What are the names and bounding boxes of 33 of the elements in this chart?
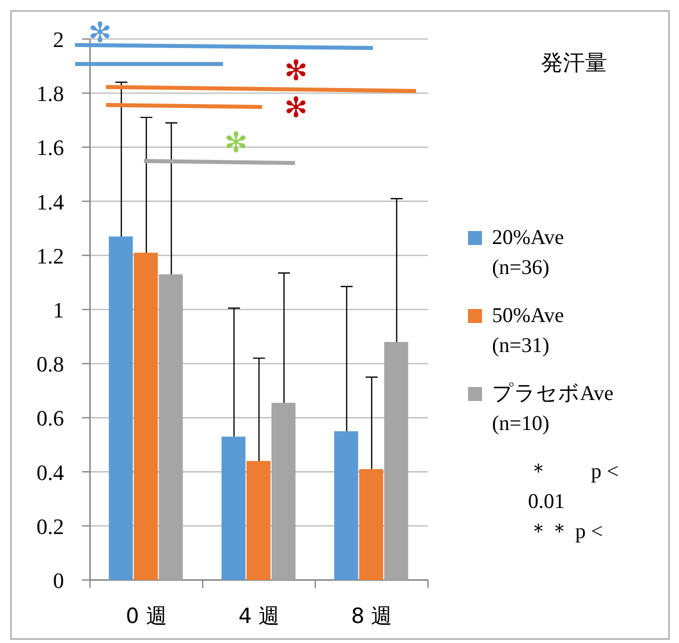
y-tick-label: 1.6 (36, 135, 64, 160)
bar (272, 402, 296, 580)
legend-label: 20%Ave (n=36) (492, 225, 564, 279)
legend-label: 50%Ave (n=31) (492, 303, 564, 357)
y-tick-label: 1 (53, 298, 64, 322)
annotation: ✻ (224, 126, 248, 159)
y-tick-label: 0.8 (36, 352, 64, 377)
y-tick-label: 2 (53, 27, 64, 52)
annotation: ✻ (284, 54, 308, 87)
y-tick-label: 1.4 (36, 189, 64, 214)
x-tick-label: 0 週 (126, 604, 167, 628)
x-tick-label: 8 週 (351, 604, 392, 628)
y-tick-label: 1.8 (36, 81, 64, 106)
annotation: ✻ (284, 91, 308, 124)
text: ＊ p < 0.01 (527, 458, 620, 515)
bar (158, 274, 183, 580)
bar (222, 436, 246, 580)
x-tick-label: 4 週 (238, 604, 280, 628)
bar (108, 236, 133, 580)
y-tick-label: 1.2 (36, 243, 64, 268)
bar (246, 460, 270, 580)
bar (359, 469, 384, 580)
y-tick-label: 0.4 (36, 460, 64, 485)
bar (134, 252, 158, 580)
bar (384, 342, 408, 580)
text: ＊＊ p < (527, 518, 604, 545)
bar (334, 431, 358, 580)
y-tick-label: 0.2 (36, 514, 64, 539)
text: 発汗量 (541, 51, 607, 76)
y-tick-label: 0.6 (36, 406, 64, 431)
y-tick-label: 0 (53, 568, 64, 593)
annotation: ✻ (88, 16, 112, 49)
legend-label: プラセボAve (n=10) (492, 381, 614, 435)
